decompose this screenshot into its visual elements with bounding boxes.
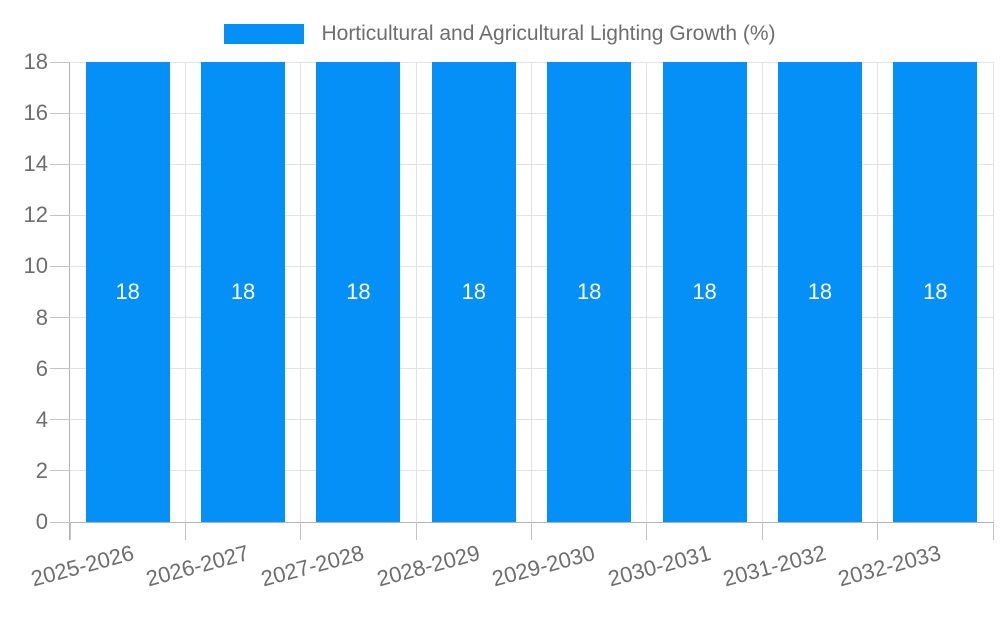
y-tick-mark <box>50 521 70 523</box>
y-tick-label: 14 <box>23 151 48 177</box>
x-tick-mark <box>992 522 994 540</box>
y-tick-label: 6 <box>35 355 48 381</box>
gridline-vertical <box>184 62 186 522</box>
bar-value-label: 18 <box>230 279 256 304</box>
y-tick-label: 2 <box>35 457 48 483</box>
y-tick-label: 16 <box>23 100 48 126</box>
gridline-vertical <box>300 62 302 522</box>
bar-2032-2033: 18 <box>893 62 978 522</box>
y-tick-mark <box>50 317 70 319</box>
x-tick-mark <box>761 522 763 540</box>
x-tick-mark <box>531 522 532 540</box>
bar-2026-2027: 18 <box>201 62 286 522</box>
x-tick-mark <box>415 522 417 540</box>
bar-2028-2029: 18 <box>431 62 516 522</box>
bar-value-label: 18 <box>576 279 602 304</box>
y-tick-label: 0 <box>35 509 48 534</box>
bar-2030-2031: 18 <box>662 62 747 522</box>
gridline-vertical <box>877 62 879 522</box>
bar-value-label: 18 <box>461 279 487 304</box>
bar-value-label: 18 <box>346 279 371 304</box>
bar-2027-2028: 18 <box>316 62 401 522</box>
y-tick-mark <box>50 214 70 216</box>
gridline-vertical <box>646 62 648 522</box>
gridline-vertical <box>531 62 532 522</box>
gridline-vertical <box>761 62 763 522</box>
y-tick-mark <box>50 265 70 267</box>
y-tick-mark <box>50 163 70 165</box>
y-tick-mark <box>50 368 70 370</box>
legend-label: Horticultural and Agricultural Lighting … <box>321 22 776 45</box>
bar-value-label: 18 <box>807 279 833 304</box>
legend-swatch <box>224 24 305 44</box>
y-tick-mark <box>50 112 70 114</box>
bar-value-label: 18 <box>692 279 717 304</box>
y-tick-mark <box>50 419 70 421</box>
x-tick-mark <box>184 522 186 540</box>
x-tick-mark <box>300 522 302 540</box>
plot-area: 18 18 18 18 18 18 18 18 <box>70 61 994 522</box>
bar-chart: Horticultural and Agricultural Lighting … <box>0 22 1000 592</box>
y-tick-mark <box>50 470 70 472</box>
x-tick-mark <box>69 522 71 540</box>
bar-2029-2030: 18 <box>547 62 632 522</box>
y-tick-label: 4 <box>35 406 48 432</box>
y-tick-label: 10 <box>23 253 48 279</box>
y-tick-label: 8 <box>35 304 48 330</box>
x-tick-mark <box>646 522 648 540</box>
bar-2031-2032: 18 <box>777 62 862 522</box>
gridline-vertical <box>992 62 994 522</box>
x-tick-mark <box>877 522 879 540</box>
y-tick-label: 12 <box>23 202 48 228</box>
y-tick-mark <box>50 61 70 63</box>
bar-value-label: 18 <box>923 279 948 304</box>
bar-value-label: 18 <box>115 279 140 304</box>
legend: Horticultural and Agricultural Lighting … <box>0 22 1000 46</box>
y-axis-line <box>69 62 70 540</box>
y-tick-label: 18 <box>23 49 48 74</box>
bar-2025-2026: 18 <box>85 62 170 522</box>
gridline-vertical <box>415 62 417 522</box>
